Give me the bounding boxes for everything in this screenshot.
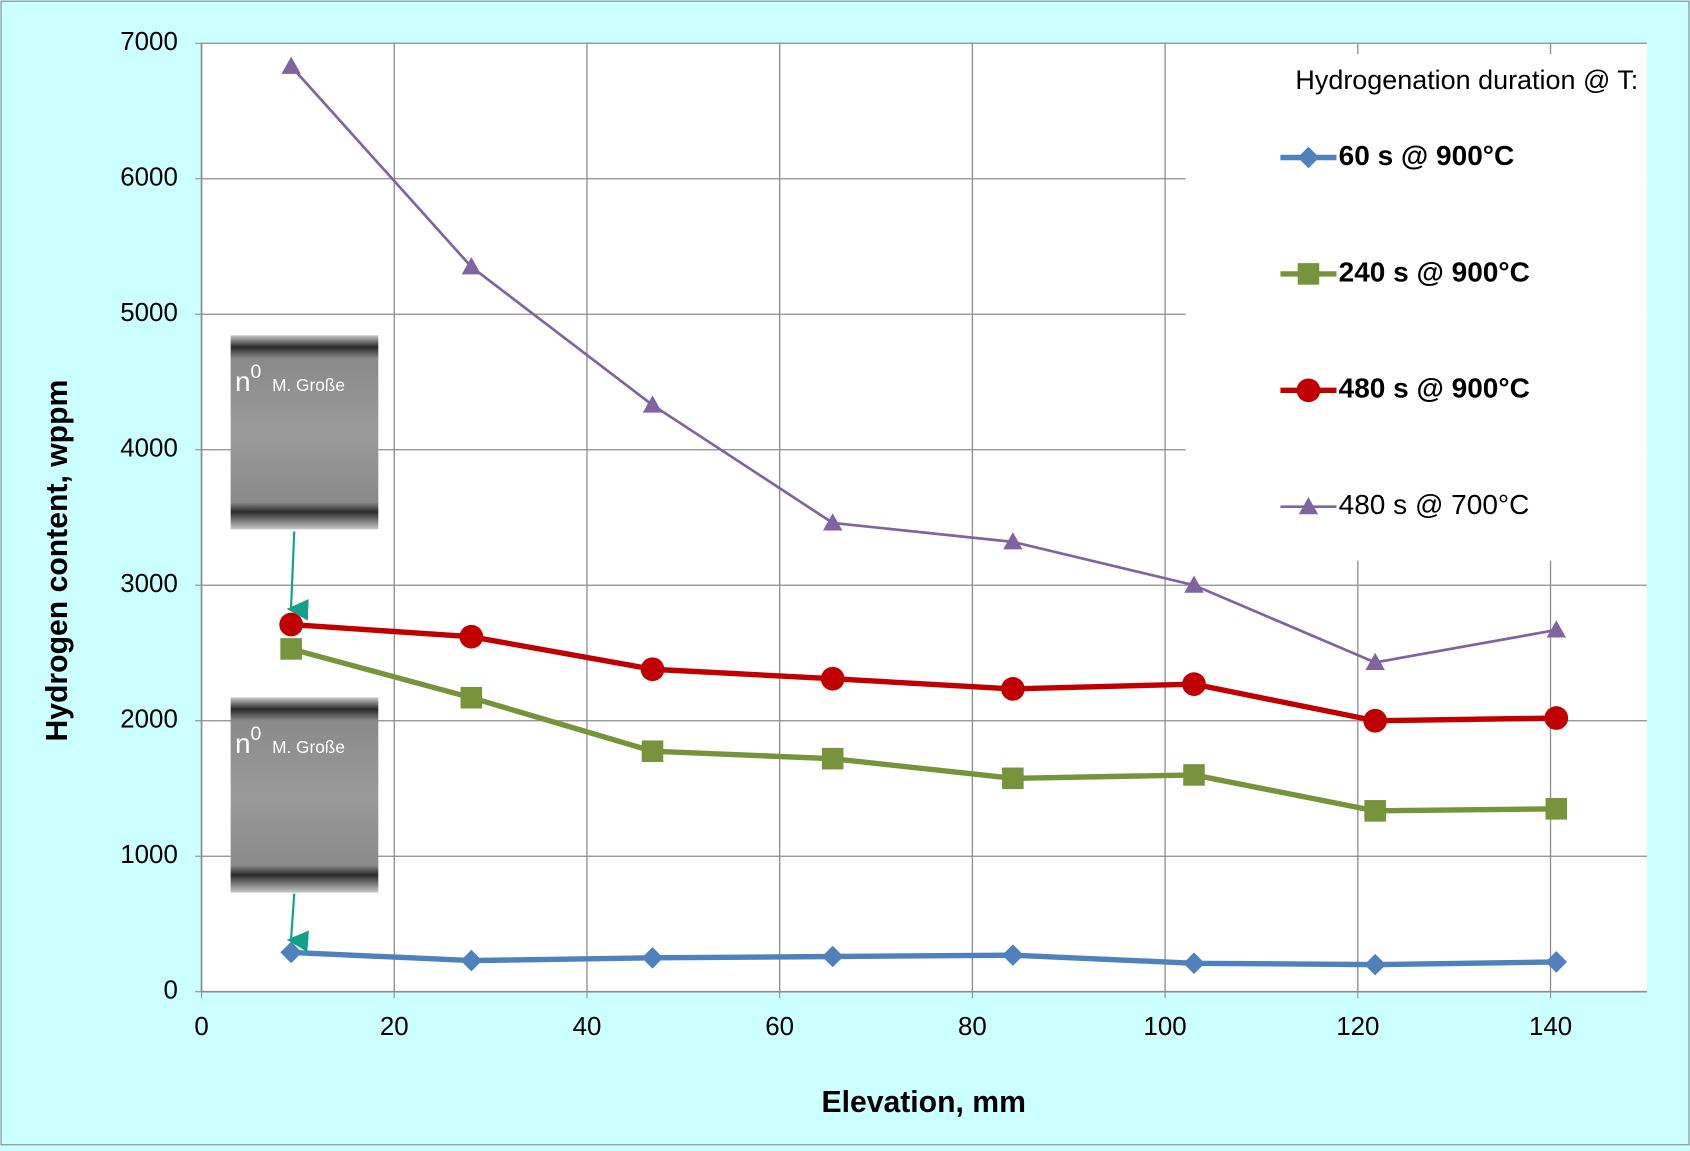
series-line bbox=[290, 65, 1557, 664]
marker bbox=[1003, 532, 1023, 550]
marker bbox=[1001, 677, 1025, 701]
inset-image: n0 M. Große bbox=[230, 335, 379, 621]
legend-label: 480 s @ 900°C bbox=[1339, 373, 1530, 404]
marker bbox=[821, 945, 844, 968]
marker bbox=[460, 686, 483, 709]
legend-box bbox=[1185, 54, 1647, 561]
annotation-credit: M. Große bbox=[272, 737, 345, 757]
legend-label: 480 s @ 700°C bbox=[1339, 489, 1530, 520]
marker bbox=[641, 947, 664, 969]
x-tick-label: 40 bbox=[573, 1013, 602, 1041]
x-axis-label: Elevation, mm bbox=[821, 1086, 1025, 1119]
marker bbox=[1363, 708, 1388, 733]
marker bbox=[1364, 800, 1386, 822]
marker bbox=[1297, 263, 1320, 285]
y-tick-label: 3000 bbox=[120, 570, 178, 598]
x-tick-label: 100 bbox=[1144, 1013, 1187, 1041]
marker bbox=[821, 747, 844, 770]
marker bbox=[281, 56, 301, 74]
marker bbox=[1545, 798, 1568, 820]
marker bbox=[1184, 575, 1204, 593]
marker bbox=[822, 513, 843, 531]
series-line bbox=[290, 621, 1557, 724]
annotation-sup: 0 bbox=[251, 723, 262, 745]
marker bbox=[1183, 764, 1205, 786]
legend-title: Hydrogenation duration @ T: bbox=[1295, 65, 1638, 95]
arrow bbox=[286, 893, 309, 952]
marker bbox=[1002, 767, 1024, 790]
marker bbox=[461, 257, 482, 275]
legend-label: 240 s @ 900°C bbox=[1339, 256, 1530, 287]
y-tick-label: 6000 bbox=[120, 164, 178, 192]
marker bbox=[1183, 952, 1205, 975]
marker bbox=[459, 624, 484, 649]
series-line bbox=[291, 949, 1557, 968]
marker bbox=[1546, 620, 1567, 638]
y-tick-label: 4000 bbox=[120, 435, 178, 463]
annotation-main: n bbox=[235, 728, 251, 759]
marker bbox=[1182, 672, 1206, 697]
marker bbox=[641, 740, 664, 763]
marker bbox=[279, 612, 304, 637]
annotation-main: n bbox=[235, 366, 251, 397]
y-tick-label: 5000 bbox=[120, 299, 178, 327]
legend-label: 60 s @ 900°C bbox=[1339, 140, 1515, 171]
arrow bbox=[286, 531, 309, 621]
marker bbox=[1364, 953, 1386, 976]
marker bbox=[1298, 497, 1319, 515]
x-tick-label: 120 bbox=[1336, 1013, 1379, 1041]
image bbox=[230, 335, 379, 530]
y-tick-label: 2000 bbox=[120, 706, 178, 734]
x-tick-label: 20 bbox=[380, 1013, 409, 1041]
y-tick-label: 0 bbox=[163, 977, 177, 1005]
marker bbox=[1365, 652, 1385, 671]
y-tick-label: 7000 bbox=[120, 28, 178, 56]
annotation-sup: 0 bbox=[251, 361, 262, 383]
marker bbox=[820, 666, 845, 691]
marker bbox=[280, 638, 302, 660]
annotation: n0 M. Große bbox=[235, 361, 345, 397]
annotation-credit: M. Große bbox=[272, 375, 345, 395]
image bbox=[230, 697, 379, 893]
marker bbox=[1002, 944, 1024, 966]
x-tick-label: 140 bbox=[1529, 1013, 1572, 1041]
x-tick-label: 80 bbox=[958, 1013, 987, 1041]
inset-image: n0 M. Große bbox=[230, 697, 379, 952]
x-tick-label: 60 bbox=[765, 1013, 794, 1041]
y-axis-label: Hydrogen content, wppm bbox=[41, 380, 74, 742]
marker bbox=[1544, 706, 1569, 730]
y-tick-label: 1000 bbox=[120, 841, 178, 869]
series-line bbox=[290, 646, 1557, 814]
marker bbox=[1296, 378, 1321, 403]
marker bbox=[1545, 951, 1568, 973]
annotation: n0 M. Große bbox=[235, 723, 345, 759]
marker bbox=[460, 949, 483, 972]
marker bbox=[640, 657, 665, 682]
marker bbox=[642, 395, 663, 413]
x-tick-label: 0 bbox=[194, 1013, 208, 1041]
